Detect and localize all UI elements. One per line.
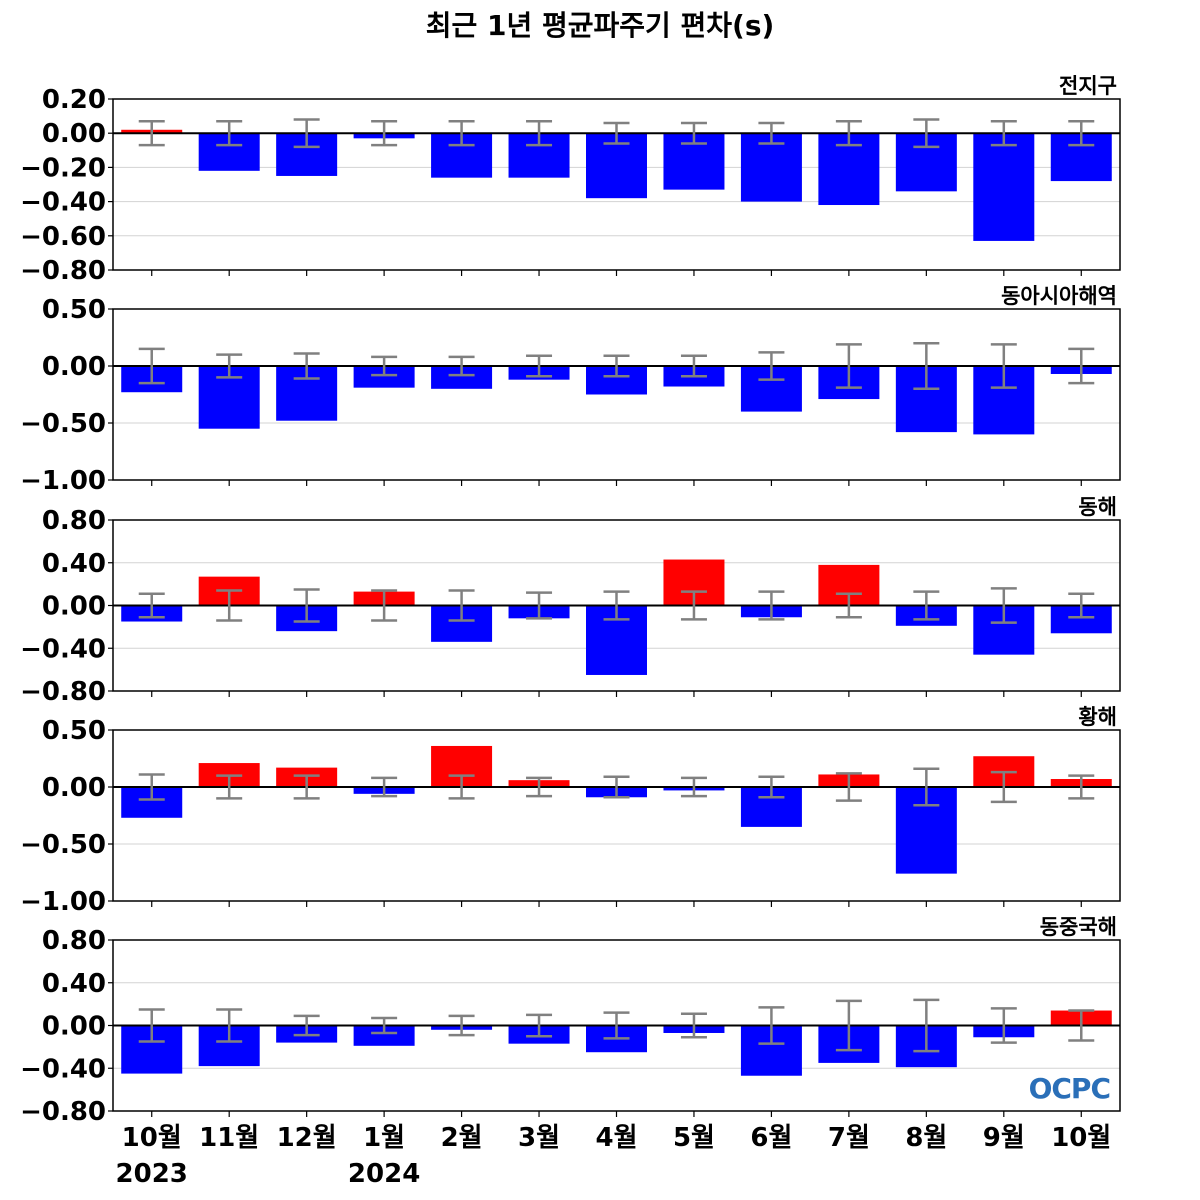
y-tick-label: −0.50 — [20, 409, 106, 439]
x-tick-label: 9월 — [983, 1123, 1025, 1153]
x-tick-label: 6월 — [750, 1123, 792, 1153]
x-tick-label: 11월 — [199, 1123, 259, 1153]
y-tick-label: 0.00 — [42, 352, 106, 382]
y-tick-label: 0.50 — [42, 295, 106, 325]
x-tick-label: 8월 — [905, 1123, 947, 1153]
y-tick-label: 0.00 — [42, 773, 106, 803]
x-tick-label: 5월 — [673, 1123, 715, 1153]
x-tick-label: 3월 — [518, 1123, 560, 1153]
y-tick-label: −0.80 — [20, 677, 106, 707]
y-tick-label: −0.80 — [20, 1097, 106, 1127]
y-tick-label: −1.00 — [20, 466, 106, 496]
panel-label: 전지구 — [1059, 74, 1117, 98]
y-tick-label: −0.80 — [20, 256, 106, 286]
y-tick-label: −0.40 — [20, 1054, 106, 1084]
y-tick-label: −0.40 — [20, 634, 106, 664]
bar — [973, 133, 1035, 241]
y-tick-label: −0.40 — [20, 188, 106, 218]
y-tick-label: 0.80 — [42, 926, 106, 956]
panel-label: 동중국해 — [1040, 915, 1117, 939]
x-tick-label: 10월 — [1051, 1123, 1111, 1153]
y-tick-label: 0.20 — [42, 85, 106, 115]
bar — [353, 1025, 415, 1046]
panel-label: 황해 — [1078, 705, 1117, 729]
y-tick-label: 0.40 — [42, 969, 106, 999]
y-tick-label: −0.20 — [20, 153, 106, 183]
panel-frame — [112, 729, 1121, 902]
x-tick-label: 4월 — [595, 1123, 637, 1153]
x-tick-label: 12월 — [277, 1123, 337, 1153]
panel-label: 동해 — [1078, 495, 1117, 519]
y-tick-label: 0.50 — [42, 716, 106, 746]
y-tick-label: 0.00 — [42, 119, 106, 149]
x-tick-label: 2월 — [441, 1123, 483, 1153]
bar — [353, 366, 415, 388]
x-tick-label: 1월 — [363, 1123, 405, 1153]
ocpc-logo: OCPC — [1029, 1072, 1110, 1105]
y-tick-label: −0.60 — [20, 222, 106, 252]
y-tick-label: 0.80 — [42, 506, 106, 536]
chart-title: 최근 1년 평균파주기 편차(s) — [425, 9, 775, 42]
y-tick-label: −0.50 — [20, 830, 106, 860]
x-tick-label: 7월 — [828, 1123, 870, 1153]
x-tick-label: 10월 — [122, 1123, 182, 1153]
panel-label: 동아시아해역 — [1001, 284, 1117, 308]
y-tick-label: −1.00 — [20, 887, 106, 917]
bar — [431, 366, 493, 389]
y-tick-label: 0.00 — [42, 592, 106, 622]
year-label: 2024 — [348, 1159, 420, 1189]
y-tick-label: 0.40 — [42, 549, 106, 579]
year-label: 2023 — [116, 1159, 188, 1189]
y-tick-label: 0.00 — [42, 1012, 106, 1042]
